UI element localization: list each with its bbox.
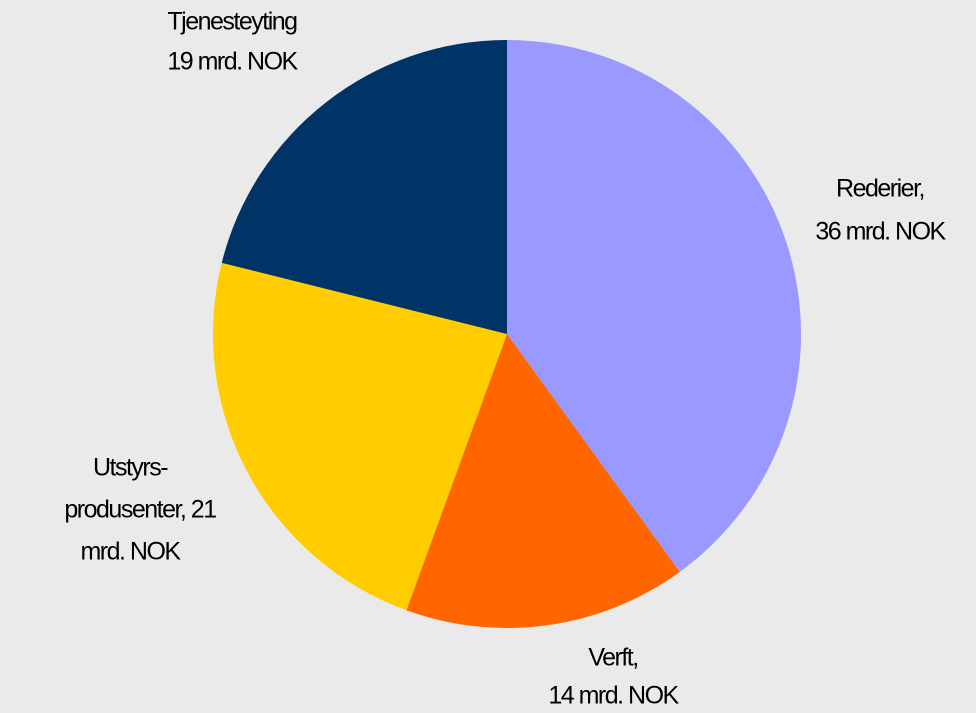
- pie-slice: [221, 40, 507, 334]
- slice-label: Rederier,: [836, 175, 924, 203]
- pie-slice: [507, 40, 802, 572]
- slice-label: Utstyrs-: [93, 454, 168, 482]
- slice-label: mrd. NOK: [80, 538, 181, 566]
- slice-label: Tjenesteyting: [167, 8, 297, 36]
- slice-label: Verft,: [588, 644, 637, 672]
- slice-label: produsenter, 21: [64, 496, 216, 524]
- slice-label: 36 mrd. NOK: [815, 218, 946, 246]
- slice-label: 19 mrd. NOK: [167, 48, 298, 76]
- slice-label: 14 mrd. NOK: [548, 682, 679, 710]
- pie-slice: [212, 262, 507, 611]
- pie-slice: [406, 334, 680, 628]
